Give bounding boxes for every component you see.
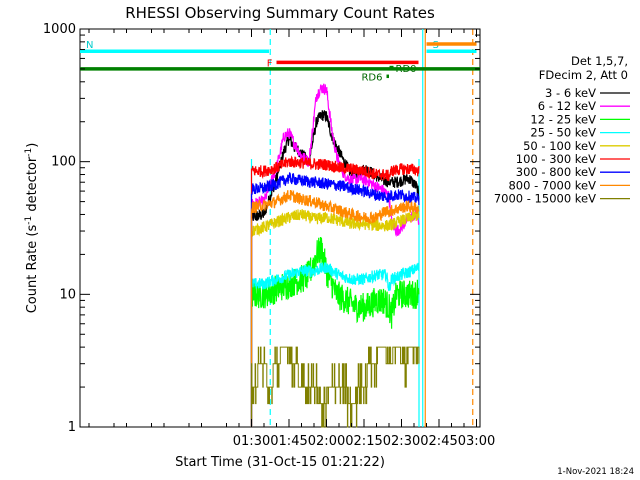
plot-frame bbox=[79, 28, 481, 428]
y-axis-label-end: ) bbox=[25, 143, 40, 148]
legend-entry-label: 100 - 300 keV bbox=[516, 152, 596, 166]
series-line bbox=[250, 172, 420, 427]
series-line bbox=[250, 236, 420, 427]
legend-entry-label: 25 - 50 keV bbox=[530, 126, 596, 140]
y-axis-label-sup1: -1 bbox=[24, 216, 34, 225]
legend-entry-label: 300 - 800 keV bbox=[516, 165, 596, 179]
y-tick-label: 100 bbox=[51, 155, 76, 170]
series-line bbox=[250, 155, 420, 427]
legend-entry-label: 3 - 6 keV bbox=[545, 86, 596, 100]
legend-entry-label: 800 - 7000 keV bbox=[508, 178, 596, 192]
series-line bbox=[250, 189, 420, 427]
legend-entry-label: 6 - 12 keV bbox=[538, 99, 596, 113]
timestamp: 1-Nov-2021 18:24 bbox=[557, 467, 634, 477]
x-axis-ticks: 01:30 01:45 02:00 02:15 02:30 02:45 03:00 bbox=[88, 29, 495, 449]
x-tick-label: 02:45 bbox=[420, 434, 457, 449]
state-bar-label: N bbox=[86, 40, 93, 51]
y-tick-label: 1 bbox=[68, 420, 76, 435]
x-tick-label: 02:30 bbox=[383, 434, 420, 449]
y-axis-label-mid: detector bbox=[25, 156, 40, 216]
y-axis-label: Count Rate (s-1 detector-1) bbox=[24, 143, 40, 314]
x-tick-label: 02:15 bbox=[345, 434, 382, 449]
y-tick-label: 10 bbox=[59, 287, 76, 302]
series-line bbox=[250, 262, 420, 427]
state-bar-label: RD6 bbox=[361, 72, 382, 83]
legend-entry-label: 50 - 100 keV bbox=[523, 139, 596, 153]
series-line bbox=[251, 346, 420, 428]
state-bar-label: F bbox=[267, 58, 273, 69]
x-tick-label: 02:00 bbox=[308, 434, 345, 449]
x-tick-label: 01:30 bbox=[233, 434, 270, 449]
attenuator-state-bars: FRD0RD6NS bbox=[80, 40, 480, 83]
x-tick-label: 03:00 bbox=[458, 434, 495, 449]
y-tick-label: 1000 bbox=[43, 22, 76, 37]
y-axis-label-main: Count Rate (s bbox=[25, 225, 40, 314]
legend-entry-label: 12 - 25 keV bbox=[530, 112, 596, 126]
x-axis-label: Start Time (31-Oct-15 01:21:22) bbox=[175, 455, 385, 470]
x-tick-label: 01:45 bbox=[270, 434, 307, 449]
legend-entry-label: 7000 - 15000 keV bbox=[494, 192, 596, 206]
legend-header-line-2: FDecim 2, Att 0 bbox=[539, 68, 628, 82]
plot-area bbox=[79, 28, 481, 428]
series-line bbox=[250, 209, 420, 427]
y-axis-label-sup2: -1 bbox=[24, 148, 34, 157]
legend-header-line-1: Det 1,5,7, bbox=[571, 54, 628, 68]
y-axis-ticks: 1 10 100 1000 bbox=[43, 22, 480, 435]
chart-title: RHESSI Observing Summary Count Rates bbox=[125, 4, 435, 22]
count-rate-series bbox=[250, 83, 420, 428]
